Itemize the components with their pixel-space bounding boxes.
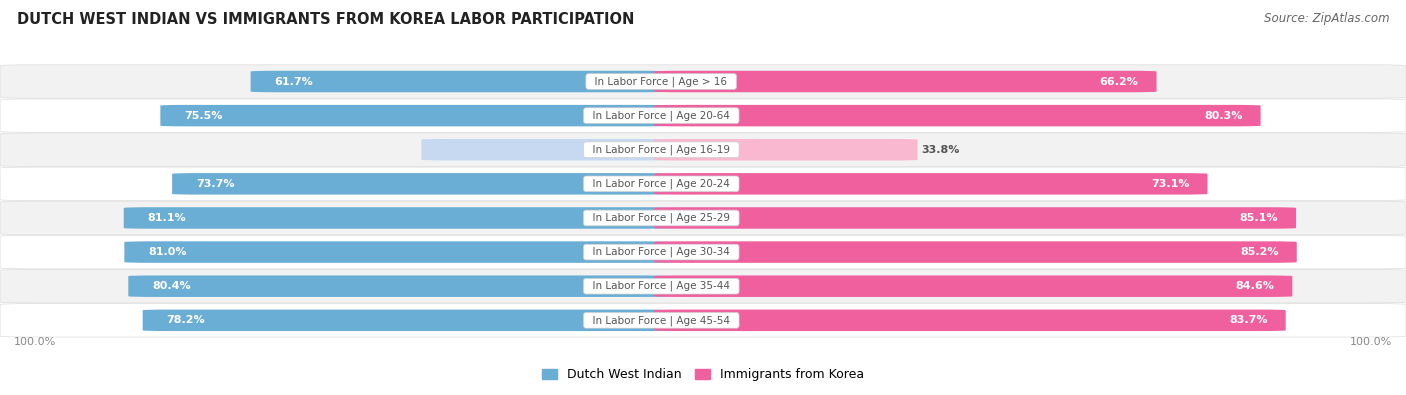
FancyBboxPatch shape bbox=[0, 99, 1406, 132]
Text: 61.7%: 61.7% bbox=[274, 77, 314, 87]
FancyBboxPatch shape bbox=[0, 235, 1406, 269]
Text: 83.7%: 83.7% bbox=[1229, 315, 1268, 325]
Text: 84.6%: 84.6% bbox=[1236, 281, 1274, 291]
Text: 73.1%: 73.1% bbox=[1152, 179, 1189, 189]
Text: In Labor Force | Age 25-29: In Labor Force | Age 25-29 bbox=[586, 213, 737, 223]
Text: 66.2%: 66.2% bbox=[1099, 77, 1139, 87]
FancyBboxPatch shape bbox=[160, 105, 668, 126]
FancyBboxPatch shape bbox=[250, 71, 668, 92]
FancyBboxPatch shape bbox=[142, 310, 668, 331]
Text: 33.8%: 33.8% bbox=[922, 145, 960, 155]
FancyBboxPatch shape bbox=[0, 133, 1406, 166]
Text: 81.1%: 81.1% bbox=[148, 213, 186, 223]
Text: Source: ZipAtlas.com: Source: ZipAtlas.com bbox=[1264, 12, 1389, 25]
FancyBboxPatch shape bbox=[422, 139, 668, 160]
FancyBboxPatch shape bbox=[654, 310, 1285, 331]
Text: DUTCH WEST INDIAN VS IMMIGRANTS FROM KOREA LABOR PARTICIPATION: DUTCH WEST INDIAN VS IMMIGRANTS FROM KOR… bbox=[17, 12, 634, 27]
Text: In Labor Force | Age 20-64: In Labor Force | Age 20-64 bbox=[586, 110, 737, 121]
Text: 100.0%: 100.0% bbox=[1350, 337, 1392, 348]
FancyBboxPatch shape bbox=[654, 71, 1157, 92]
Text: 80.3%: 80.3% bbox=[1204, 111, 1243, 120]
Text: 81.0%: 81.0% bbox=[148, 247, 187, 257]
FancyBboxPatch shape bbox=[0, 65, 1406, 98]
FancyBboxPatch shape bbox=[654, 139, 918, 160]
Text: 75.5%: 75.5% bbox=[184, 111, 222, 120]
FancyBboxPatch shape bbox=[0, 269, 1406, 303]
Text: In Labor Force | Age 35-44: In Labor Force | Age 35-44 bbox=[586, 281, 737, 292]
FancyBboxPatch shape bbox=[124, 207, 668, 229]
FancyBboxPatch shape bbox=[654, 105, 1261, 126]
FancyBboxPatch shape bbox=[0, 201, 1406, 235]
FancyBboxPatch shape bbox=[172, 173, 668, 195]
Text: In Labor Force | Age 16-19: In Labor Force | Age 16-19 bbox=[586, 145, 737, 155]
FancyBboxPatch shape bbox=[654, 207, 1296, 229]
Text: 78.2%: 78.2% bbox=[166, 315, 205, 325]
FancyBboxPatch shape bbox=[0, 304, 1406, 337]
Text: 85.1%: 85.1% bbox=[1240, 213, 1278, 223]
Text: 100.0%: 100.0% bbox=[14, 337, 56, 348]
Text: 85.2%: 85.2% bbox=[1240, 247, 1278, 257]
Text: 80.4%: 80.4% bbox=[152, 281, 191, 291]
Text: 73.7%: 73.7% bbox=[195, 179, 235, 189]
Text: In Labor Force | Age 30-34: In Labor Force | Age 30-34 bbox=[586, 247, 737, 257]
FancyBboxPatch shape bbox=[654, 241, 1296, 263]
FancyBboxPatch shape bbox=[124, 241, 668, 263]
FancyBboxPatch shape bbox=[0, 167, 1406, 201]
Text: 35.6%: 35.6% bbox=[609, 145, 647, 155]
Legend: Dutch West Indian, Immigrants from Korea: Dutch West Indian, Immigrants from Korea bbox=[537, 363, 869, 386]
FancyBboxPatch shape bbox=[128, 275, 668, 297]
Text: In Labor Force | Age 20-24: In Labor Force | Age 20-24 bbox=[586, 179, 737, 189]
FancyBboxPatch shape bbox=[654, 275, 1292, 297]
Text: In Labor Force | Age 45-54: In Labor Force | Age 45-54 bbox=[586, 315, 737, 325]
FancyBboxPatch shape bbox=[654, 173, 1208, 195]
Text: In Labor Force | Age > 16: In Labor Force | Age > 16 bbox=[589, 76, 734, 87]
